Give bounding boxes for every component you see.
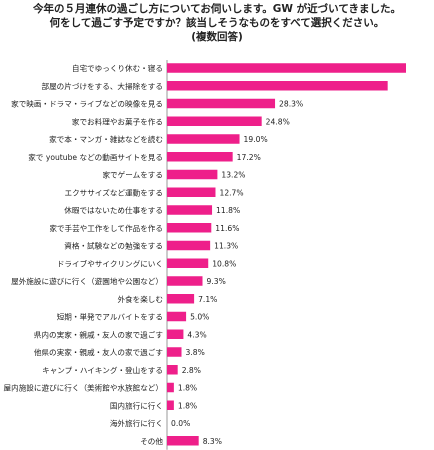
bar bbox=[167, 329, 184, 339]
bar bbox=[167, 98, 276, 109]
category-label: エクササイズなど運動をする bbox=[65, 187, 164, 197]
value-label: 17.2% bbox=[237, 153, 261, 162]
category-label: ドライブやサイクリングにいく bbox=[57, 258, 163, 268]
value-label: 4.3% bbox=[187, 330, 206, 339]
value-label: 12.7% bbox=[219, 188, 243, 197]
bar bbox=[167, 400, 174, 410]
value-label: 2.8% bbox=[182, 366, 201, 375]
bar bbox=[167, 169, 218, 180]
bar bbox=[167, 382, 174, 393]
value-label: 11.6% bbox=[215, 224, 239, 233]
category-label: 県内の実家・親戚・友人の家で過ごす bbox=[34, 329, 164, 339]
title-line-1: 今年の５月連休の過ごし方についてお伺いします。GW が近づいてきました。 bbox=[32, 3, 402, 15]
value-label: 10.8% bbox=[212, 259, 236, 268]
bar bbox=[167, 152, 233, 162]
category-label: 家で手芸や工作をして作品を作る bbox=[49, 223, 163, 233]
category-label: 家で youtube などの動画サイトを見る bbox=[28, 152, 163, 162]
bar bbox=[167, 223, 212, 233]
category-label: 自宅でゆっくり休む・寝る bbox=[72, 63, 163, 73]
chart-title: 今年の５月連休の過ごし方についてお伺いします。GW が近づいてきました。 何をし… bbox=[0, 2, 434, 44]
value-label: 1.8% bbox=[178, 401, 197, 410]
bar bbox=[167, 276, 203, 286]
value-label: 13.2% bbox=[221, 171, 245, 180]
value-label: 57.8% bbox=[390, 82, 414, 91]
value-label: 11.3% bbox=[214, 242, 238, 251]
bar bbox=[167, 187, 216, 197]
category-label: キャンプ・ハイキング・登山をする bbox=[42, 365, 163, 375]
value-label: 24.8% bbox=[266, 117, 290, 126]
value-label: 7.1% bbox=[198, 295, 217, 304]
bar bbox=[167, 311, 187, 322]
category-label: 屋内施設に遊びに行く（美術館や水族館など） bbox=[4, 383, 163, 393]
bar bbox=[167, 240, 211, 251]
value-label: 62.6% bbox=[408, 64, 432, 73]
bar bbox=[167, 81, 388, 91]
value-label: 8.3% bbox=[203, 437, 222, 446]
category-label: その他 bbox=[140, 436, 163, 446]
bar bbox=[167, 116, 262, 126]
title-line-2: 何をして過ごす予定ですか？該当しそうなものをすべて選択ください。 bbox=[49, 17, 385, 29]
bar bbox=[167, 365, 178, 375]
value-label: 5.0% bbox=[190, 313, 209, 322]
value-label: 9.3% bbox=[207, 277, 226, 286]
bar bbox=[167, 294, 195, 304]
value-label: 1.8% bbox=[178, 384, 197, 393]
category-label: 屋外施設に遊びに行く（遊園地や公園など） bbox=[11, 276, 163, 286]
category-label: 資格・試験などの勉強をする bbox=[64, 241, 163, 251]
category-label: 家でゲームをする bbox=[102, 170, 163, 180]
category-label: 部屋の片づけをする、大掃除をする bbox=[42, 81, 164, 91]
bar bbox=[167, 63, 406, 73]
category-label: 他県の実家・親戚・友人の家で過ごす bbox=[34, 347, 164, 357]
bar bbox=[167, 205, 213, 215]
category-label: 国内旅行に行く bbox=[110, 400, 163, 410]
bar bbox=[167, 436, 199, 446]
category-label: 海外旅行に行く bbox=[110, 418, 163, 428]
category-label: 家で映画・ドラマ・ライブなどの映像を見る bbox=[11, 99, 163, 109]
value-label: 3.8% bbox=[186, 348, 205, 357]
bar bbox=[167, 258, 209, 268]
category-label: 休暇ではないため仕事をする bbox=[64, 205, 163, 215]
category-label: 外食を楽しむ bbox=[117, 294, 163, 304]
value-label: 0.0% bbox=[171, 419, 190, 428]
bar bbox=[167, 134, 240, 144]
category-label: 短期・単発でアルバイトをする bbox=[57, 312, 163, 322]
title-line-3: (複数回答) bbox=[191, 31, 243, 43]
category-label: 家で本・マンガ・雑誌などを読む bbox=[49, 134, 163, 144]
category-label: 家でお料理やお菓子を作る bbox=[72, 116, 163, 126]
bar bbox=[167, 347, 182, 357]
value-label: 11.8% bbox=[216, 206, 240, 215]
value-label: 28.3% bbox=[279, 100, 303, 109]
value-label: 19.0% bbox=[244, 135, 268, 144]
